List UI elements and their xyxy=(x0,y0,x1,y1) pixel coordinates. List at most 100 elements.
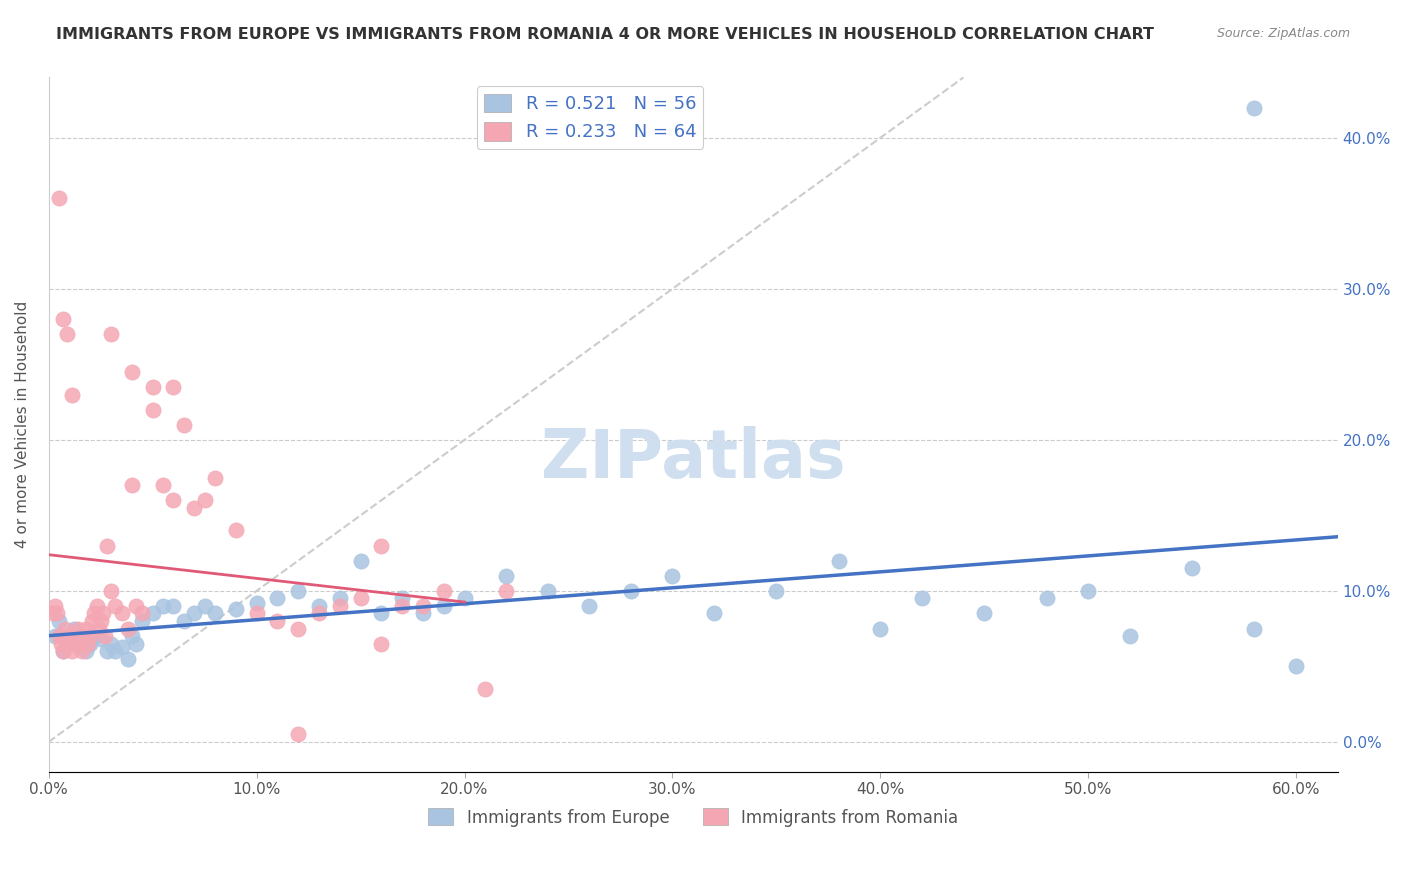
Point xyxy=(44,629,66,643)
Point xyxy=(100,327,122,342)
Point xyxy=(69,637,91,651)
Y-axis label: 4 or more Vehicles in Household: 4 or more Vehicles in Household xyxy=(15,301,30,549)
Point xyxy=(308,607,330,621)
Point xyxy=(287,583,309,598)
Point xyxy=(246,596,269,610)
Point xyxy=(433,599,456,613)
Point xyxy=(287,622,309,636)
Text: ZIPatlas: ZIPatlas xyxy=(541,426,845,492)
Point xyxy=(87,622,110,636)
Point xyxy=(142,607,165,621)
Point xyxy=(121,629,143,643)
Point xyxy=(370,637,392,651)
Point xyxy=(70,644,93,658)
Point xyxy=(46,607,69,621)
Point xyxy=(104,644,127,658)
Point xyxy=(246,607,269,621)
Point xyxy=(62,637,84,651)
Text: IMMIGRANTS FROM EUROPE VS IMMIGRANTS FROM ROMANIA 4 OR MORE VEHICLES IN HOUSEHOL: IMMIGRANTS FROM EUROPE VS IMMIGRANTS FRO… xyxy=(56,27,1154,42)
Point xyxy=(131,614,153,628)
Point xyxy=(162,493,184,508)
Point xyxy=(225,524,247,538)
Point xyxy=(370,539,392,553)
Point xyxy=(661,568,683,582)
Point xyxy=(83,607,105,621)
Point xyxy=(391,599,413,613)
Point xyxy=(48,191,70,205)
Point xyxy=(474,681,496,696)
Point xyxy=(94,629,117,643)
Point xyxy=(391,591,413,606)
Point xyxy=(225,602,247,616)
Point xyxy=(90,632,112,647)
Point xyxy=(1243,622,1265,636)
Point xyxy=(266,591,288,606)
Point xyxy=(495,568,517,582)
Point xyxy=(79,629,101,643)
Point xyxy=(55,629,77,643)
Point xyxy=(703,607,725,621)
Point xyxy=(142,380,165,394)
Point xyxy=(56,327,79,342)
Point xyxy=(79,637,101,651)
Point xyxy=(125,599,148,613)
Point xyxy=(349,591,371,606)
Point xyxy=(121,478,143,492)
Point xyxy=(370,607,392,621)
Point xyxy=(537,583,560,598)
Point xyxy=(77,637,100,651)
Point xyxy=(453,591,475,606)
Point xyxy=(66,622,89,636)
Point xyxy=(142,402,165,417)
Point xyxy=(578,599,600,613)
Point xyxy=(73,629,96,643)
Point xyxy=(152,478,174,492)
Point xyxy=(58,629,80,643)
Point xyxy=(48,629,70,643)
Point xyxy=(412,599,434,613)
Text: Source: ZipAtlas.com: Source: ZipAtlas.com xyxy=(1216,27,1350,40)
Point xyxy=(1077,583,1099,598)
Point xyxy=(1181,561,1204,575)
Point xyxy=(117,622,139,636)
Point xyxy=(266,614,288,628)
Point xyxy=(125,637,148,651)
Point xyxy=(495,583,517,598)
Point xyxy=(52,644,75,658)
Point xyxy=(65,629,87,643)
Point xyxy=(100,637,122,651)
Point xyxy=(869,622,891,636)
Point xyxy=(152,599,174,613)
Point xyxy=(1119,629,1142,643)
Point xyxy=(51,637,73,651)
Legend: Immigrants from Europe, Immigrants from Romania: Immigrants from Europe, Immigrants from … xyxy=(422,802,965,833)
Point xyxy=(287,727,309,741)
Point xyxy=(1243,101,1265,115)
Point xyxy=(60,387,83,401)
Point xyxy=(48,614,70,628)
Point xyxy=(75,644,97,658)
Point xyxy=(412,607,434,621)
Point xyxy=(765,583,787,598)
Point xyxy=(973,607,995,621)
Point xyxy=(75,622,97,636)
Point xyxy=(96,644,118,658)
Point xyxy=(1035,591,1057,606)
Point xyxy=(60,644,83,658)
Point xyxy=(91,607,114,621)
Point xyxy=(620,583,643,598)
Point xyxy=(911,591,934,606)
Point xyxy=(183,607,205,621)
Point xyxy=(173,614,195,628)
Point xyxy=(110,640,132,654)
Point xyxy=(308,599,330,613)
Point xyxy=(42,607,65,621)
Point xyxy=(44,599,66,613)
Point xyxy=(173,417,195,432)
Point xyxy=(82,614,104,628)
Point xyxy=(110,607,132,621)
Point xyxy=(56,637,79,651)
Point xyxy=(828,554,851,568)
Point xyxy=(194,493,217,508)
Point xyxy=(55,622,77,636)
